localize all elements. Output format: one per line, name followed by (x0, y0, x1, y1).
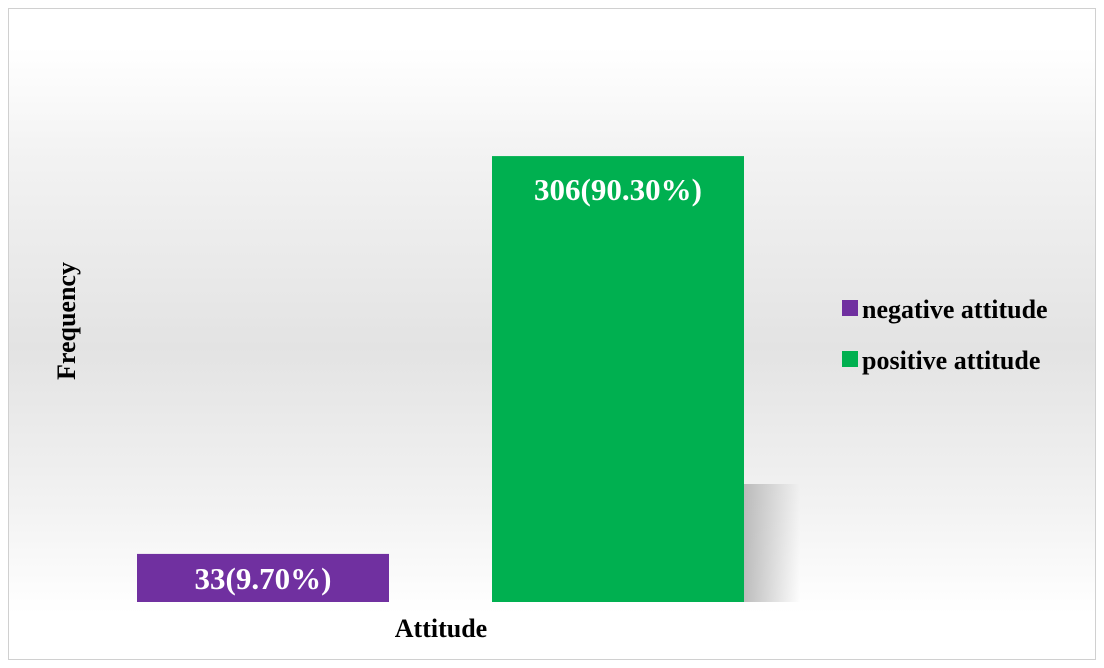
bar-negative-attitude (137, 553, 389, 602)
data-label-positive-attitude: 306(90.30%) (534, 172, 702, 207)
legend: negative attitude positive attitude (842, 295, 1048, 375)
y-axis-title: Frequency (52, 262, 81, 380)
legend-swatch-negative-attitude (842, 300, 858, 316)
legend-label-negative-attitude: negative attitude (862, 295, 1048, 324)
data-label-negative-attitude: 33(9.70%) (195, 561, 332, 596)
bar-shadow-positive-attitude (744, 484, 800, 602)
legend-swatch-positive-attitude (842, 351, 858, 367)
bar-positive-attitude (492, 156, 744, 602)
x-axis-title: Attitude (395, 614, 487, 643)
legend-label-positive-attitude: positive attitude (862, 346, 1040, 375)
chart-frame: 33(9.70%) 306(90.30%) Frequency Attitude … (8, 8, 1096, 660)
chart-svg: 33(9.70%)306(90.30%) Frequency Attitude … (52, 156, 1048, 643)
